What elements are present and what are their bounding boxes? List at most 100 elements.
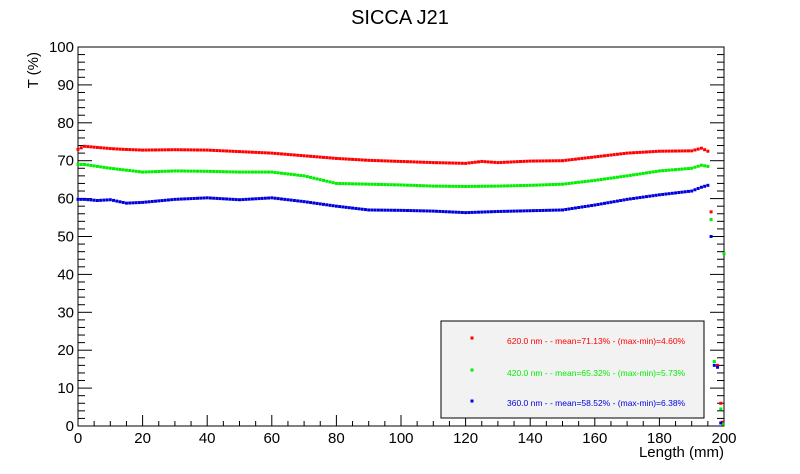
data-point <box>522 209 526 213</box>
data-point <box>596 202 600 206</box>
data-point <box>144 148 148 152</box>
data-point <box>486 160 490 164</box>
x-tick-label: 80 <box>328 430 345 447</box>
data-point <box>147 170 151 174</box>
data-point <box>215 149 219 153</box>
data-point <box>134 201 138 205</box>
data-point <box>173 148 177 152</box>
data-point <box>260 170 264 174</box>
data-point <box>225 197 229 201</box>
data-point <box>124 168 128 172</box>
chart-title: SICCA J21 <box>351 7 449 29</box>
data-point <box>212 148 216 152</box>
data-point <box>544 208 548 212</box>
data-point <box>315 155 319 159</box>
data-point <box>347 206 351 210</box>
data-point <box>454 161 458 165</box>
data-point <box>670 191 674 195</box>
data-point <box>105 198 109 202</box>
data-point <box>719 421 723 425</box>
data-point <box>680 149 684 153</box>
data-point <box>341 182 345 186</box>
data-point <box>131 169 135 173</box>
data-point <box>648 194 652 198</box>
data-point <box>150 148 154 152</box>
data-point <box>250 197 254 201</box>
data-point <box>118 147 122 151</box>
data-point <box>628 151 632 155</box>
data-point <box>86 145 90 149</box>
data-point <box>460 184 464 188</box>
data-point <box>680 190 684 194</box>
data-point <box>218 197 222 201</box>
data-point <box>338 182 342 186</box>
data-point <box>82 162 86 166</box>
data-point <box>344 205 348 209</box>
data-point <box>157 170 161 174</box>
data-point <box>270 170 274 174</box>
data-point <box>473 210 477 214</box>
data-point <box>212 169 216 173</box>
data-point <box>696 186 700 190</box>
data-point <box>519 160 523 164</box>
data-point <box>447 161 451 165</box>
data-point <box>519 209 523 213</box>
data-point <box>296 199 300 203</box>
data-point <box>451 161 455 165</box>
data-point <box>354 158 358 162</box>
data-point <box>257 151 261 155</box>
data-point <box>683 190 687 194</box>
data-point <box>709 210 713 214</box>
data-point <box>318 178 322 182</box>
data-point <box>367 182 371 186</box>
data-point <box>208 169 212 173</box>
data-point <box>380 159 384 163</box>
data-point <box>112 167 116 171</box>
data-point <box>402 208 406 212</box>
data-point <box>86 163 90 167</box>
data-point <box>460 161 464 165</box>
data-point <box>405 209 409 213</box>
data-point <box>376 182 380 186</box>
data-point <box>512 209 516 213</box>
data-point <box>176 197 180 201</box>
data-point <box>412 183 416 187</box>
data-point <box>457 210 461 214</box>
data-point <box>583 205 587 209</box>
data-point <box>586 156 590 160</box>
data-point <box>118 200 122 204</box>
data-point <box>635 172 639 176</box>
data-point <box>625 174 629 178</box>
data-point <box>509 184 513 188</box>
data-point <box>438 209 442 213</box>
data-point <box>354 182 358 186</box>
data-point <box>674 191 678 195</box>
data-point <box>496 209 500 213</box>
data-point <box>415 160 419 164</box>
data-point <box>706 164 710 168</box>
data-point <box>267 151 271 155</box>
data-point <box>573 206 577 210</box>
data-point <box>548 159 552 163</box>
data-point <box>405 183 409 187</box>
data-point <box>260 151 264 155</box>
data-point <box>231 170 235 174</box>
data-point <box>538 183 542 187</box>
data-point <box>425 209 429 213</box>
data-point <box>192 169 196 173</box>
data-point <box>215 196 219 200</box>
data-point <box>141 200 145 204</box>
data-point <box>625 197 629 201</box>
data-point <box>431 184 435 188</box>
legend-marker-360nm <box>470 399 474 403</box>
x-tick-label: 60 <box>263 430 280 447</box>
data-point <box>477 160 481 164</box>
data-point <box>386 183 390 187</box>
data-point <box>218 170 222 174</box>
data-point <box>338 157 342 161</box>
data-point <box>496 184 500 188</box>
data-point <box>82 197 86 201</box>
data-point <box>405 160 409 164</box>
data-point <box>412 209 416 213</box>
series-2 <box>76 183 723 425</box>
